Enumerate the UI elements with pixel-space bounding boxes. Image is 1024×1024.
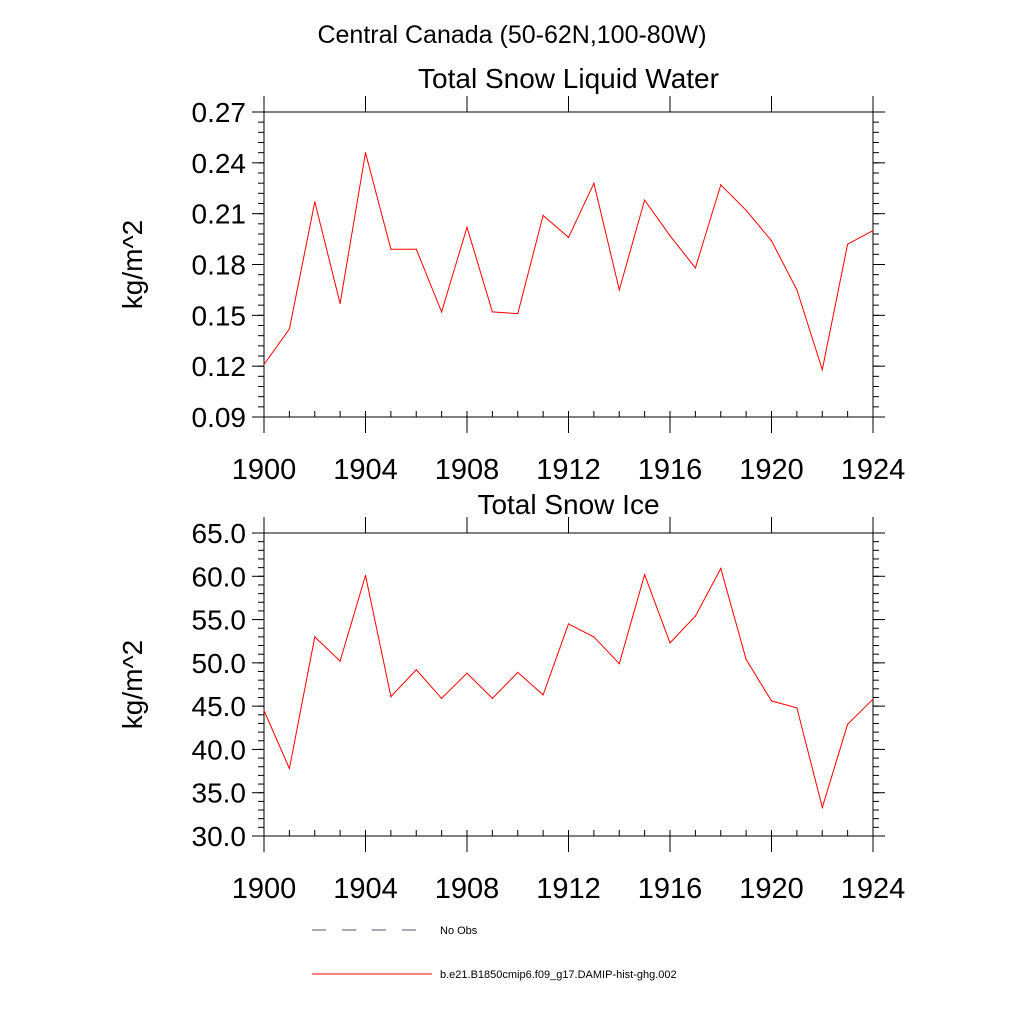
data-point: [644, 199, 646, 201]
chart-title: Total Snow Liquid Water: [418, 63, 719, 94]
data-point: [593, 182, 595, 184]
data-point: [314, 201, 316, 203]
x-tick-label: 1924: [841, 873, 906, 905]
figure-title: Central Canada (50-62N,100-80W): [317, 21, 706, 49]
y-tick-label: 0.12: [192, 351, 247, 382]
data-point: [339, 660, 341, 662]
y-tick-label: 0.18: [192, 250, 247, 281]
data-point: [314, 636, 316, 638]
data-point: [821, 368, 823, 371]
data-point: [288, 767, 290, 770]
data-point: [441, 697, 443, 699]
data-point: [390, 248, 392, 250]
data-point: [339, 302, 341, 305]
data-point: [466, 672, 468, 674]
data-point: [466, 226, 468, 228]
data-point: [669, 235, 671, 237]
data-point: [263, 709, 265, 712]
data-point: [263, 363, 265, 366]
x-tick-label: 1908: [435, 873, 500, 905]
data-point: [567, 236, 570, 238]
x-tick-label: 1916: [638, 454, 703, 486]
legend-no-obs-label: No Obs: [440, 925, 478, 937]
data-point: [872, 698, 874, 700]
data-point: [694, 267, 696, 269]
y-tick-label: 35.0: [192, 778, 247, 809]
y-tick-label: 60.0: [192, 561, 247, 592]
data-point: [517, 313, 519, 315]
data-point: [593, 636, 595, 638]
y-tick-label: 0.21: [192, 199, 247, 230]
data-point: [364, 574, 367, 577]
y-tick-label: 30.0: [192, 821, 247, 852]
legend: No Obs b.e21.B1850cmip6.f09_g17.DAMIP-hi…: [312, 925, 677, 981]
data-point: [415, 669, 417, 671]
data-point: [415, 248, 417, 250]
x-tick-label: 1920: [739, 873, 804, 905]
data-point: [364, 152, 367, 154]
y-tick-label: 45.0: [192, 691, 247, 722]
data-point: [720, 567, 722, 570]
data-point: [618, 663, 620, 665]
legend-series-label: b.e21.B1850cmip6.f09_g17.DAMIP-hist-ghg.…: [440, 969, 677, 981]
x-tick-label: 1904: [333, 454, 398, 486]
data-point: [872, 230, 874, 232]
x-tick-label: 1900: [232, 454, 297, 486]
data-point: [770, 700, 773, 702]
data-point: [796, 289, 798, 291]
x-tick-label: 1908: [435, 454, 500, 486]
plot-frame: [263, 532, 874, 837]
chart-panel-snow-ice: Total Snow Ice kg/m^2 30.0 35.0 40.0 45.0 50.0…: [117, 489, 905, 905]
data-point: [847, 243, 849, 245]
data-point: [669, 642, 671, 644]
data-point: [694, 615, 696, 617]
chart-panel-snow-liquid-water: Total Snow Liquid Water kg/m^2 0.09 0.12 0.1…: [117, 63, 905, 486]
data-point: [542, 694, 544, 696]
x-tick-label: 1920: [739, 454, 804, 486]
y-axis-label: kg/m^2: [117, 640, 148, 729]
x-tick-label: 1912: [536, 873, 601, 905]
y-tick-label: 65.0: [192, 518, 247, 549]
data-point: [796, 707, 798, 709]
y-tick-label: 0.09: [192, 402, 247, 433]
x-tick-label: 1900: [232, 873, 297, 905]
data-point: [390, 696, 392, 698]
data-point: [542, 214, 544, 216]
data-point: [745, 658, 747, 660]
data-point: [618, 289, 620, 291]
y-tick-label: 0.24: [192, 148, 247, 179]
x-tick-label: 1904: [333, 873, 398, 905]
data-point: [770, 240, 773, 242]
data-point: [288, 328, 290, 330]
series-line: [263, 567, 874, 810]
x-tick-label: 1916: [638, 873, 703, 905]
data-point: [821, 806, 823, 809]
data-point: [491, 697, 493, 699]
x-tick-label: 1924: [841, 454, 906, 486]
y-tick-label: 55.0: [192, 605, 247, 636]
chart-title: Total Snow Ice: [477, 489, 659, 520]
y-tick-label: 40.0: [192, 734, 247, 765]
y-axis-label: kg/m^2: [117, 220, 148, 309]
data-point: [441, 311, 443, 313]
y-tick-label: 0.15: [192, 300, 247, 331]
x-tick-label: 1912: [536, 454, 601, 486]
data-point: [491, 311, 493, 313]
y-tick-label: 0.27: [192, 97, 247, 128]
data-point: [517, 671, 519, 673]
data-point: [567, 623, 570, 625]
plot-frame: [263, 111, 874, 418]
data-point: [644, 573, 646, 576]
data-point: [745, 209, 747, 211]
data-point: [720, 184, 722, 186]
y-tick-label: 50.0: [192, 648, 247, 679]
series-line: [263, 152, 874, 372]
data-point: [847, 723, 849, 725]
